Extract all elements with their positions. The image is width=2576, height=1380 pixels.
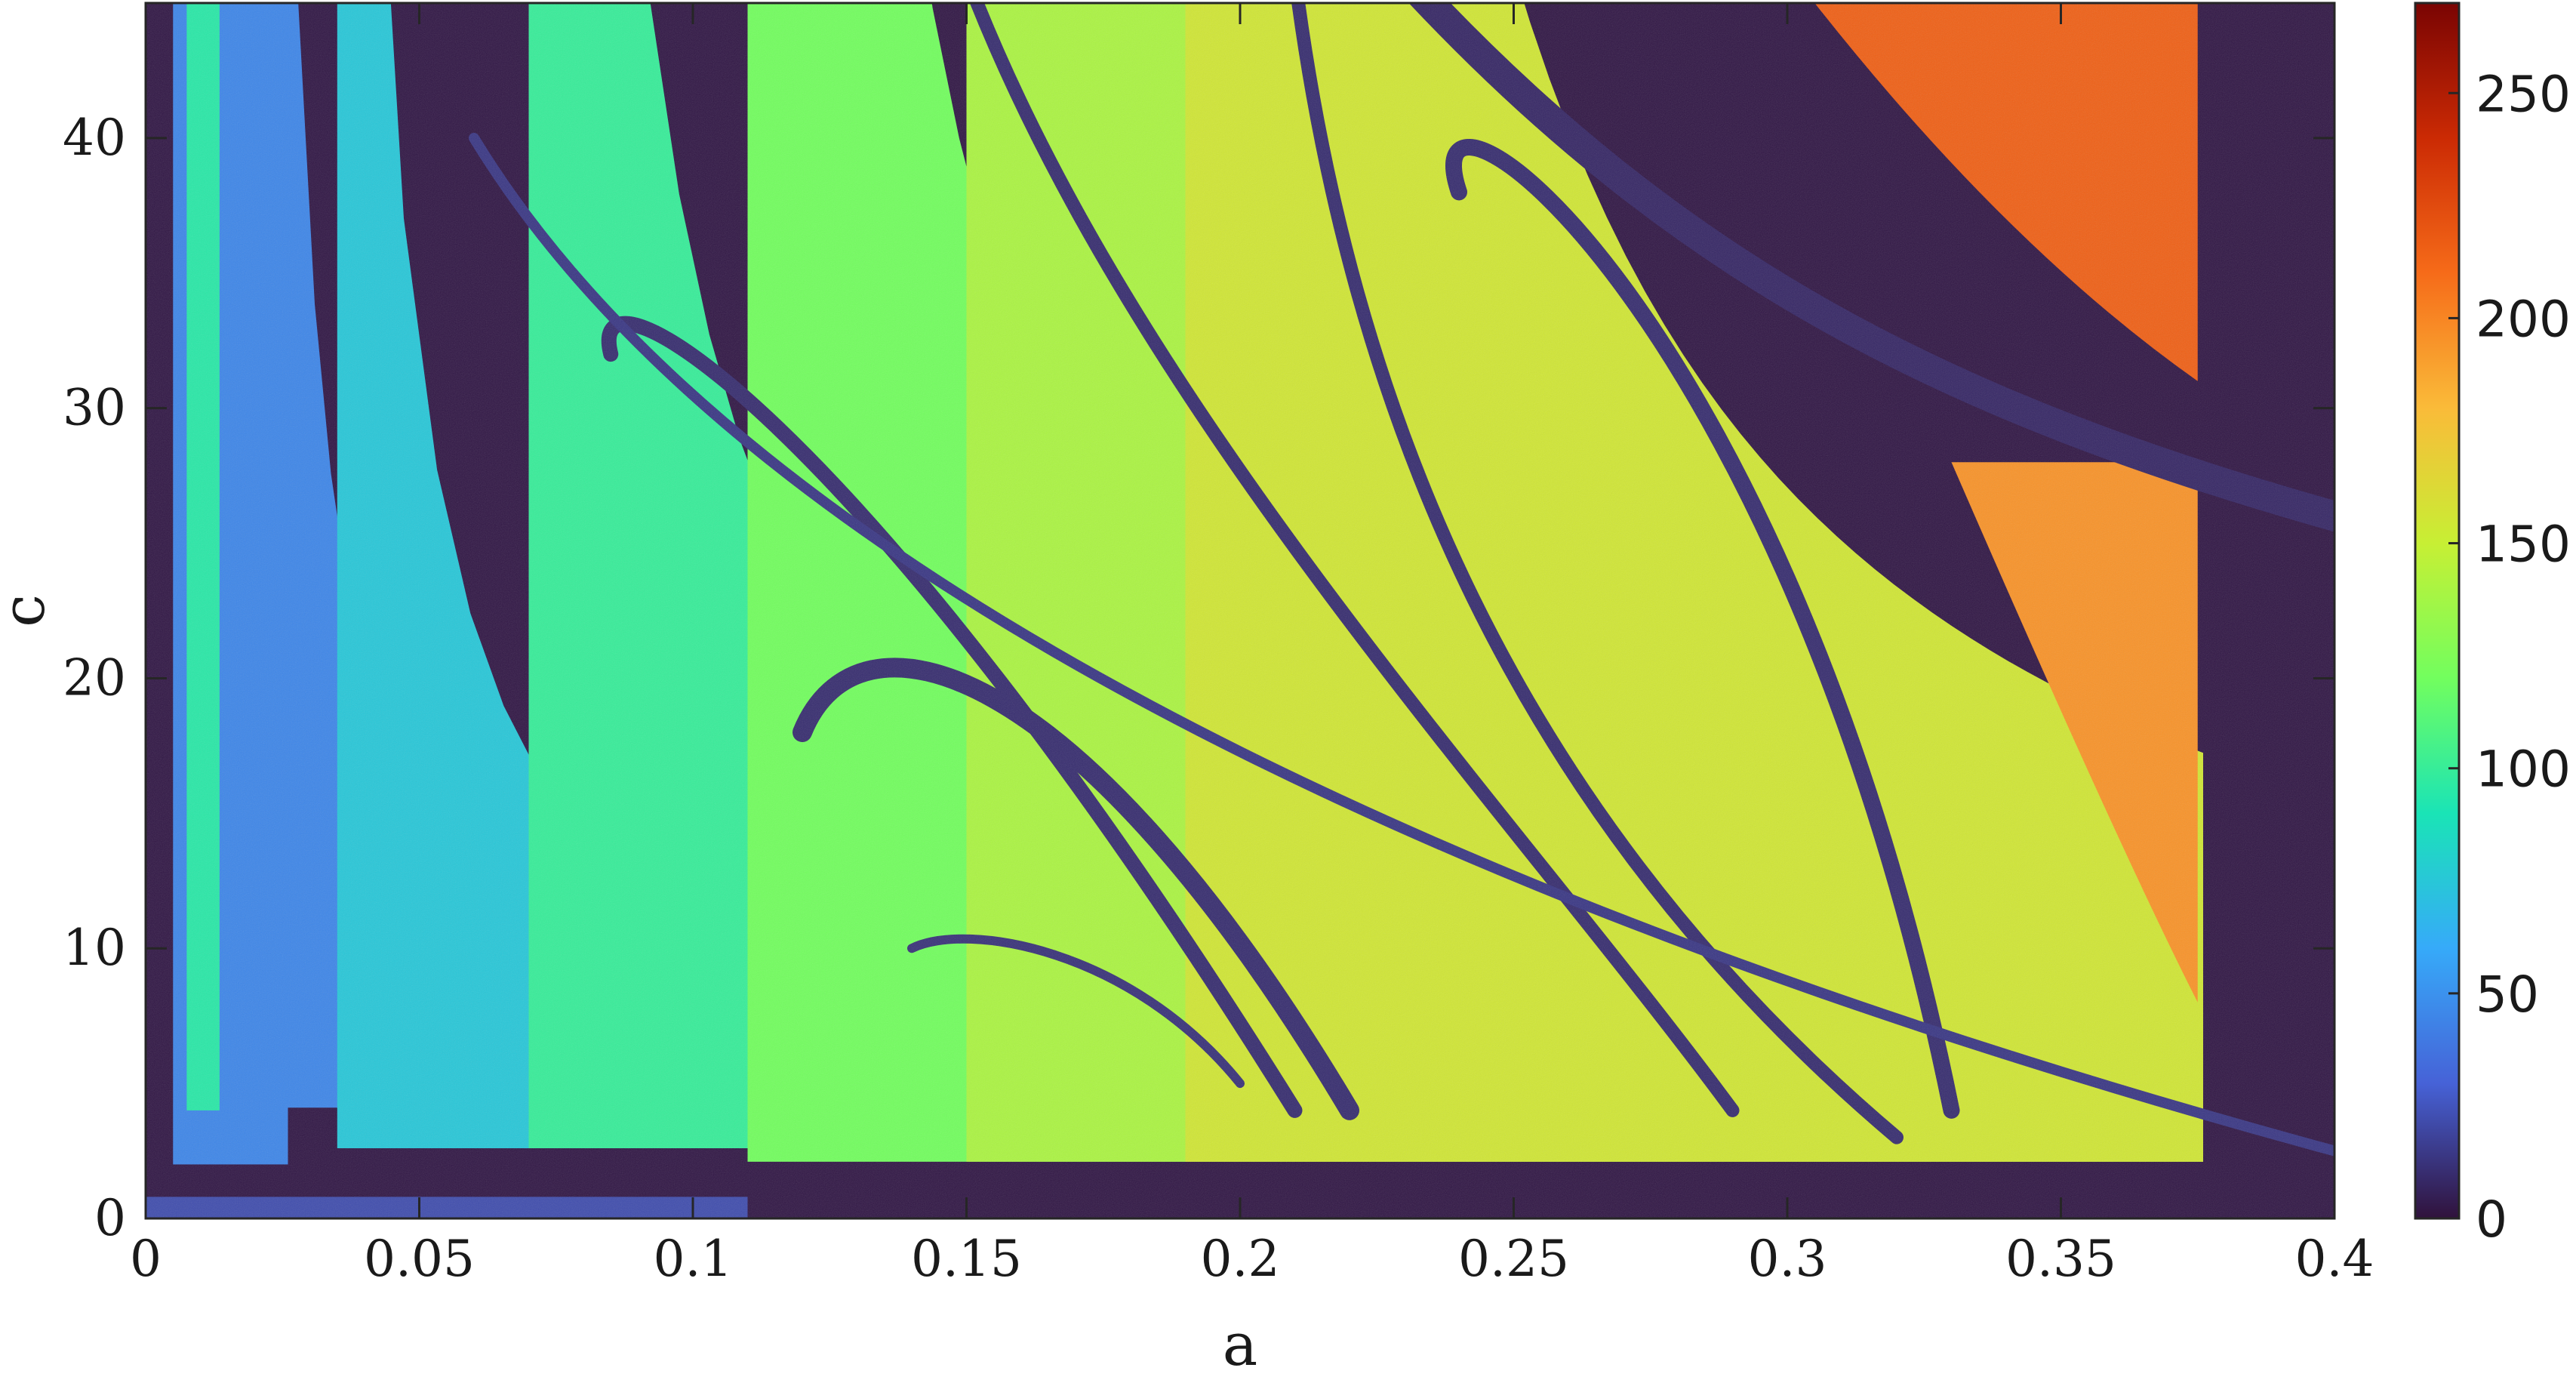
y-tick-label: 0 <box>94 1189 126 1247</box>
colorbar-gradient <box>2415 3 2459 1218</box>
y-tick-label: 30 <box>63 379 126 437</box>
colorbar-tick-label: 150 <box>2476 516 2571 574</box>
x-tick-label: 0.35 <box>2005 1230 2116 1288</box>
x-axis-label: a <box>1223 1311 1258 1376</box>
colorbar: 0 50 100 150 200 250 <box>2414 2 2571 1249</box>
y-tick-label: 10 <box>63 919 126 977</box>
x-tick-label: 0 <box>130 1230 162 1288</box>
colorbar-tick-label: 100 <box>2476 741 2571 799</box>
x-tick-label: 0.4 <box>2295 1230 2374 1288</box>
colorbar-tick-label: 0 <box>2476 1191 2507 1249</box>
colorbar-tick-label: 250 <box>2476 65 2571 123</box>
x-tick-label: 0.25 <box>1458 1230 1569 1288</box>
y-axis-label: c <box>0 594 58 627</box>
heatmap-image <box>146 3 2334 1218</box>
x-tick-label: 0.05 <box>364 1230 475 1288</box>
x-tick-label: 0.2 <box>1201 1230 1280 1288</box>
x-tick-label: 0.1 <box>654 1230 733 1288</box>
colorbar-frame <box>2414 2 2461 1220</box>
x-tick-label: 0.3 <box>1748 1230 1827 1288</box>
colorbar-tick-label: 200 <box>2476 290 2571 348</box>
heatmap-plot-area <box>146 3 2334 1218</box>
heatmap-grain <box>146 3 2334 1218</box>
colorbar-tick-label: 50 <box>2476 966 2539 1024</box>
x-tick-label: 0.15 <box>911 1230 1022 1288</box>
y-tick-label: 40 <box>63 109 126 167</box>
y-tick-label: 20 <box>63 648 126 707</box>
axes: 0 0.05 0.1 0.15 0.2 0.25 0.3 0.35 0.4 0 10 20 30 40 <box>63 2 2374 1288</box>
